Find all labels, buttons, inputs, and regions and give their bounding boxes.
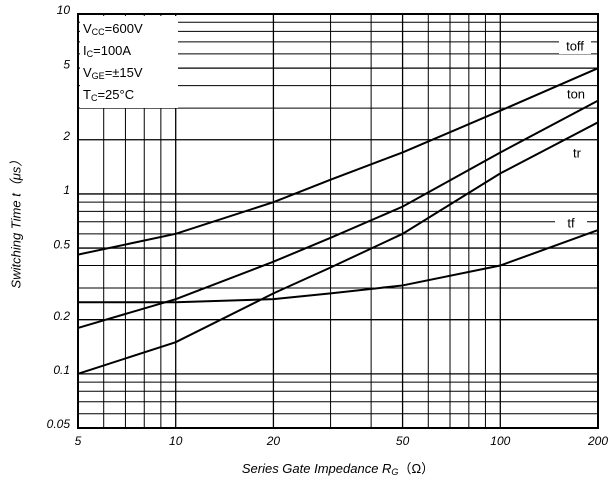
x-axis-title-sub: G: [391, 467, 398, 477]
condition: IC=100A: [83, 43, 131, 59]
y-tick-label: 2: [62, 129, 70, 143]
y-tick-label: 0.5: [53, 237, 70, 251]
x-tick-label: 5: [75, 434, 82, 448]
series-label-bg: [555, 216, 587, 231]
condition-symbol: V: [83, 21, 92, 36]
series-label: ton: [567, 86, 585, 101]
condition-value: =25°C: [97, 87, 134, 102]
condition-value: =600V: [105, 21, 143, 36]
y-tick-label: 10: [57, 3, 71, 17]
series-label-bg: [561, 146, 593, 161]
plot-frame: [77, 13, 599, 429]
condition-sub: C: [91, 93, 98, 103]
condition-symbol: T: [83, 87, 91, 102]
x-tick-label: 100: [490, 434, 510, 448]
x-tick-label: 50: [396, 434, 410, 448]
y-tick-label: 5: [63, 57, 70, 71]
condition-symbol: V: [83, 65, 92, 80]
series-label: tr: [573, 145, 582, 160]
series-label: tf: [567, 215, 575, 230]
series-line: [77, 67, 599, 256]
x-axis-title-unit: （Ω）: [398, 461, 434, 476]
condition-sub: CC: [92, 27, 105, 37]
x-axis-title: Series Gate Impedance RG（Ω）: [242, 461, 434, 477]
condition-value: =±15V: [105, 65, 143, 80]
y-tick-label: 0.2: [53, 309, 70, 323]
condition-value: =100A: [93, 43, 131, 58]
condition-symbol: I: [83, 43, 87, 58]
x-tick-label: 200: [587, 434, 608, 448]
x-axis-title-text: Series Gate Impedance R: [242, 461, 392, 476]
series-label-bg: [559, 39, 591, 54]
series-label-bg: [560, 87, 592, 102]
condition: VGE=±15V: [83, 65, 143, 81]
series-label: toff: [566, 38, 584, 53]
x-tick-label: 20: [266, 434, 281, 448]
conditions-box: [80, 16, 178, 108]
series-line: [77, 99, 599, 329]
condition-sub: C: [87, 49, 94, 59]
condition-sub: GE: [92, 71, 105, 81]
x-tick-label: 10: [169, 434, 183, 448]
y-tick-label: 1: [63, 183, 70, 197]
series-line: [78, 229, 599, 304]
y-axis-title: Switching Time t（μs）: [8, 154, 23, 289]
condition: TC=25°C: [83, 87, 134, 103]
condition: VCC=600V: [83, 21, 143, 37]
y-tick-label: 0.1: [53, 363, 70, 377]
y-tick-label: 0.05: [47, 417, 71, 431]
series-line: [77, 121, 599, 375]
